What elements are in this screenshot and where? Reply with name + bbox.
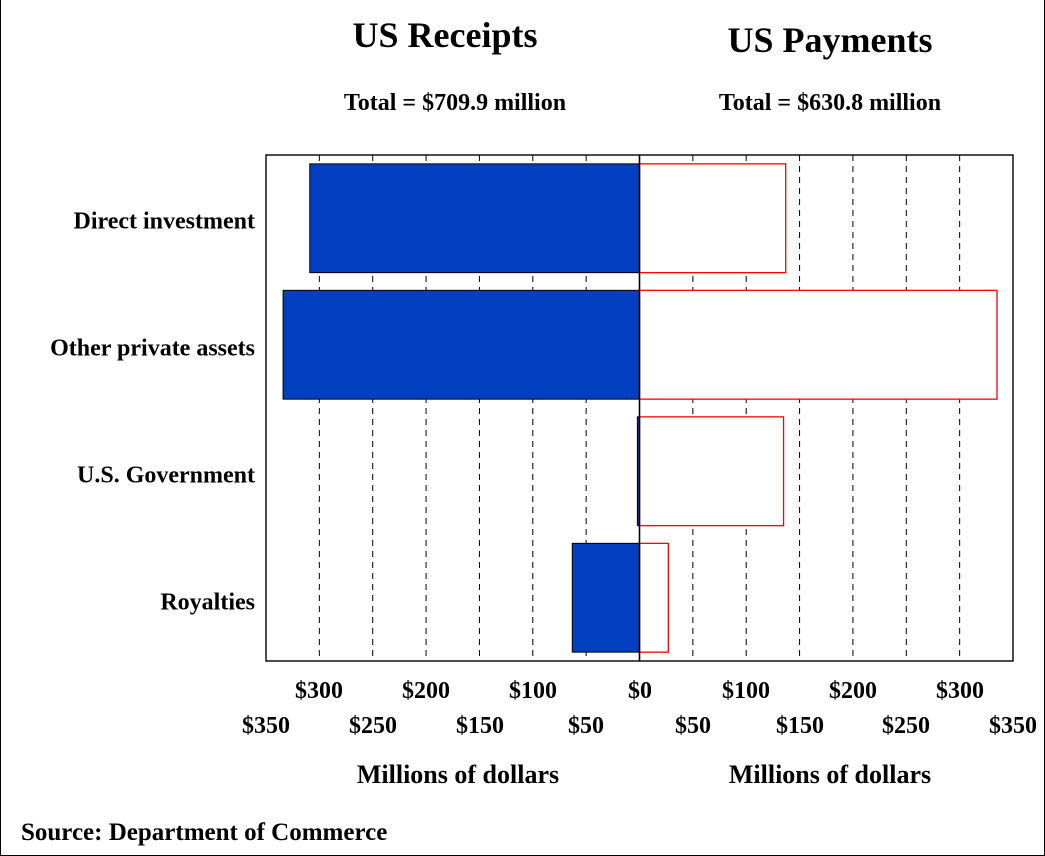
x-tick-label-major: $300 bbox=[936, 678, 984, 704]
x-tick-label-minor: $350 bbox=[242, 713, 290, 739]
payments-bar bbox=[638, 163, 787, 274]
category-label-other-private-assets: Other private assets bbox=[50, 335, 255, 362]
payments-bar bbox=[638, 542, 669, 653]
x-tick-label-major: $200 bbox=[829, 678, 877, 704]
payments-total: Total = $630.8 million bbox=[718, 90, 942, 116]
x-tick-label-major: $300 bbox=[295, 678, 343, 704]
x-tick-label-minor: $150 bbox=[456, 713, 504, 739]
payments-bar bbox=[638, 289, 998, 400]
x-tick-label-minor: $50 bbox=[568, 713, 604, 739]
x-tick-label-minor: $150 bbox=[776, 713, 824, 739]
payments-heading: US Payments bbox=[727, 20, 933, 60]
x-axis-label-receipts: Millions of dollars bbox=[356, 760, 560, 789]
receipts-bar bbox=[309, 163, 640, 274]
x-axis-label-payments: Millions of dollars bbox=[728, 760, 932, 789]
receipts-heading: US Receipts bbox=[352, 15, 538, 55]
x-tick-label-major: $200 bbox=[402, 678, 450, 704]
x-tick-label-major: $0 bbox=[628, 678, 652, 704]
payments-bar bbox=[638, 416, 785, 527]
x-tick-label-minor: $350 bbox=[989, 713, 1037, 739]
source-note: Source: Department of Commerce bbox=[21, 819, 388, 846]
x-tick-label-major: $100 bbox=[722, 678, 770, 704]
plot-frame bbox=[265, 154, 1014, 662]
receipts-bar bbox=[282, 289, 640, 400]
category-label-us-government: U.S. Government bbox=[77, 462, 255, 489]
category-label-royalties: Royalties bbox=[160, 589, 255, 616]
x-tick-label-minor: $50 bbox=[675, 713, 711, 739]
x-tick-label-major: $100 bbox=[509, 678, 557, 704]
x-tick-label-minor: $250 bbox=[882, 713, 930, 739]
category-label-direct-investment: Direct investment bbox=[73, 208, 256, 235]
receipts-bar bbox=[571, 542, 641, 653]
x-tick-label-minor: $250 bbox=[349, 713, 397, 739]
receipts-total: Total = $709.9 million bbox=[343, 90, 567, 116]
